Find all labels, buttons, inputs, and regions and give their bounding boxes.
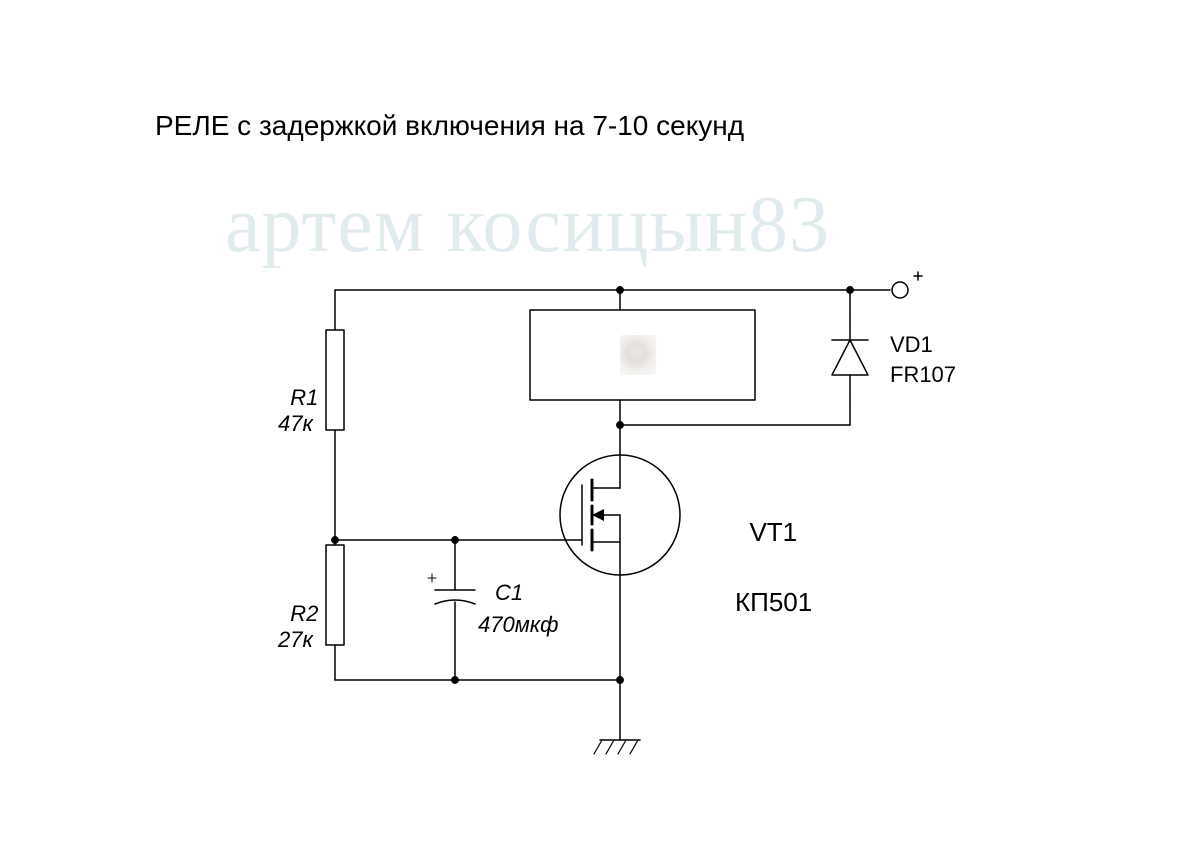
label-vd1: VD1 FR107 <box>0 0 12 89</box>
label-r1-ref: R1 <box>290 385 318 410</box>
label-r2: R2 27к <box>278 576 318 652</box>
label-vt1-val: КП501 <box>735 587 812 617</box>
label-vd1-ref: VD1 <box>890 330 933 360</box>
label-vt1: VT1 КП501 <box>735 480 812 620</box>
label-r1: R1 47к <box>278 360 318 436</box>
label-r2-val: 27к <box>278 627 313 652</box>
circuit-schematic <box>0 0 1200 849</box>
label-r2-ref: R2 <box>290 601 318 626</box>
label-vt1-ref: VT1 <box>749 517 797 547</box>
label-c1-ref: C1 <box>495 580 523 605</box>
label-r1-val: 47к <box>278 411 313 436</box>
label-vd1-val: FR107 <box>890 360 956 390</box>
label-c1-val: 470мкф <box>478 612 559 637</box>
